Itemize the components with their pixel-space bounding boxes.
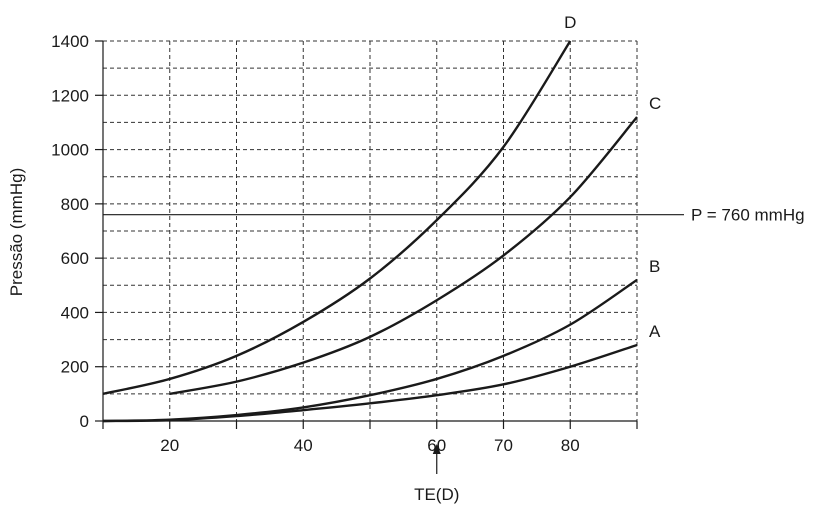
series-line-b [102,278,638,423]
y-tick-label-200: 200 [61,358,89,377]
annotation-label: TE(D) [414,485,459,504]
x-tick-label-80: 80 [561,436,580,455]
x-tick-label-20: 20 [160,436,179,455]
y-tick-label-1000: 1000 [51,141,89,160]
x-tick-label-70: 70 [494,436,513,455]
y-tick-label-1400: 1400 [51,32,89,51]
labels-group: A B C D TE(D) [414,13,661,504]
y-tick-label-400: 400 [61,303,89,322]
y-tick-label-600: 600 [61,249,89,268]
y-tick-label-0: 0 [80,412,89,431]
series-line-d [102,40,572,396]
series-group [102,40,638,423]
y-tick-label-800: 800 [61,195,89,214]
series-line-c [169,116,638,396]
series-label-b: B [649,257,660,276]
annotation-arrow-head [432,444,441,454]
y-tick-label-1200: 1200 [51,86,89,105]
series-label-d: D [564,13,576,32]
grid [103,40,638,421]
series-label-c: C [649,94,661,113]
y-axis-title: Pressão (mmHg) [7,168,26,296]
reference-line-label: P = 760 mmHg [691,206,805,225]
x-tick-label-40: 40 [294,436,313,455]
reference-line-group: P = 760 mmHg [103,206,805,225]
series-label-a: A [649,322,661,341]
axes: 02004006008001000120014002040607080 [51,32,638,455]
